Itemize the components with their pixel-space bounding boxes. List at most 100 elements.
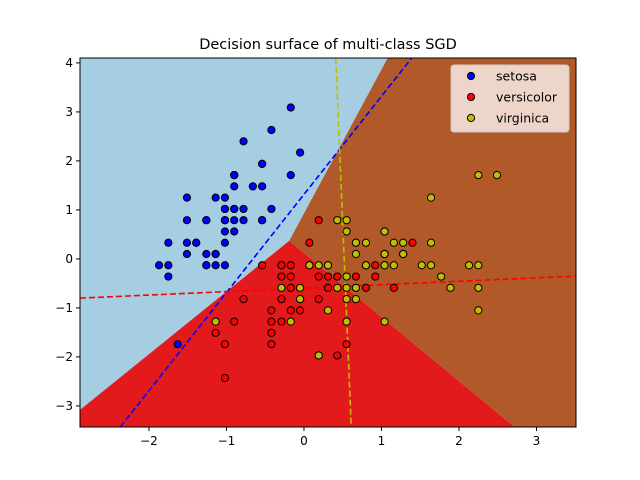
x-axis: −2 −1 0 1 2 3	[140, 427, 540, 448]
point-setosa	[211, 261, 220, 270]
point-setosa	[258, 159, 267, 168]
point-virginica	[474, 283, 483, 292]
legend-label-setosa: setosa	[496, 69, 537, 84]
point-versicolor	[389, 283, 398, 292]
legend-marker-versicolor	[466, 92, 476, 102]
point-versicolor	[267, 340, 276, 349]
point-virginica	[314, 351, 323, 360]
x-tick-label: 3	[533, 434, 541, 448]
hyperplane-setosa	[119, 58, 413, 427]
point-versicolor	[305, 238, 314, 247]
point-setosa	[182, 216, 192, 225]
point-versicolor	[371, 261, 380, 270]
point-versicolor	[277, 261, 286, 270]
y-tick-label: 4	[65, 56, 73, 70]
point-versicolor	[277, 294, 286, 304]
point-virginica	[426, 238, 436, 247]
point-virginica	[211, 317, 220, 326]
point-virginica	[277, 283, 286, 292]
point-setosa	[286, 103, 295, 112]
point-setosa	[248, 182, 257, 191]
point-versicolor	[351, 272, 360, 281]
point-virginica	[342, 216, 351, 225]
point-setosa	[230, 227, 239, 236]
legend-label-virginica: virginica	[496, 111, 549, 126]
point-virginica	[296, 294, 305, 304]
point-versicolor	[267, 328, 276, 338]
point-setosa	[296, 148, 305, 157]
point-virginica	[399, 249, 408, 259]
legend-marker-setosa	[466, 71, 476, 81]
y-tick-label: 0	[65, 252, 73, 266]
y-tick-label: −2	[55, 350, 73, 364]
point-versicolor	[286, 306, 295, 315]
point-setosa	[230, 182, 239, 191]
point-setosa	[220, 216, 230, 225]
point-virginica	[426, 261, 436, 270]
point-setosa	[239, 216, 248, 225]
point-setosa	[239, 204, 248, 214]
y-tick-label: −3	[55, 399, 73, 413]
point-virginica	[426, 193, 436, 202]
point-virginica	[342, 227, 351, 236]
point-versicolor	[314, 294, 323, 304]
legend-box	[450, 64, 570, 133]
point-setosa	[258, 182, 267, 191]
point-virginica	[389, 238, 398, 247]
region-versicolor	[80, 240, 515, 427]
point-versicolor	[239, 294, 248, 304]
point-versicolor	[314, 216, 323, 225]
point-virginica	[417, 261, 426, 270]
point-setosa	[154, 261, 164, 270]
x-tick-label: 0	[300, 434, 308, 448]
point-virginica	[464, 261, 474, 270]
point-virginica	[361, 261, 371, 270]
point-virginica	[474, 261, 483, 270]
point-virginica	[351, 283, 360, 292]
point-versicolor	[361, 283, 371, 292]
point-versicolor	[220, 373, 230, 383]
point-setosa	[220, 204, 230, 214]
point-setosa	[182, 249, 192, 259]
hyperplane-virginica	[334, 58, 353, 427]
point-virginica	[342, 294, 351, 304]
legend-marker-virginica	[466, 113, 476, 123]
point-setosa	[220, 261, 230, 270]
chart-title: Decision surface of multi-class SGD	[199, 37, 457, 53]
point-setosa	[202, 261, 211, 270]
legend: setosa versicolor virginica	[450, 64, 570, 133]
point-setosa	[230, 204, 239, 214]
point-versicolor	[267, 306, 276, 315]
point-setosa	[220, 227, 230, 236]
point-versicolor	[277, 272, 286, 281]
point-virginica	[305, 261, 314, 270]
point-versicolor	[333, 351, 342, 360]
point-versicolor	[277, 317, 286, 326]
point-versicolor	[314, 272, 323, 281]
point-versicolor	[323, 283, 333, 292]
x-tick-label: −1	[218, 434, 236, 448]
plot-frame	[79, 57, 577, 428]
point-virginica	[314, 261, 323, 270]
point-virginica	[333, 283, 342, 292]
point-virginica	[389, 261, 398, 270]
point-setosa	[239, 137, 248, 146]
point-setosa	[230, 216, 239, 225]
point-virginica	[380, 261, 389, 270]
y-tick-label: 1	[65, 203, 73, 217]
point-setosa	[202, 216, 211, 225]
point-setosa	[211, 249, 220, 259]
y-axis: −3 −2 −1 0 1 2 3 4	[55, 56, 80, 413]
point-virginica	[474, 306, 483, 315]
y-tick-label: 3	[65, 105, 73, 119]
point-virginica	[437, 272, 446, 281]
legend-label-versicolor: versicolor	[496, 90, 558, 105]
point-virginica	[380, 249, 389, 259]
point-setosa	[202, 249, 211, 259]
point-setosa	[164, 272, 173, 281]
point-versicolor	[211, 328, 220, 338]
point-setosa	[192, 238, 201, 247]
point-virginica	[492, 171, 502, 180]
y-tick-label: −1	[55, 301, 73, 315]
